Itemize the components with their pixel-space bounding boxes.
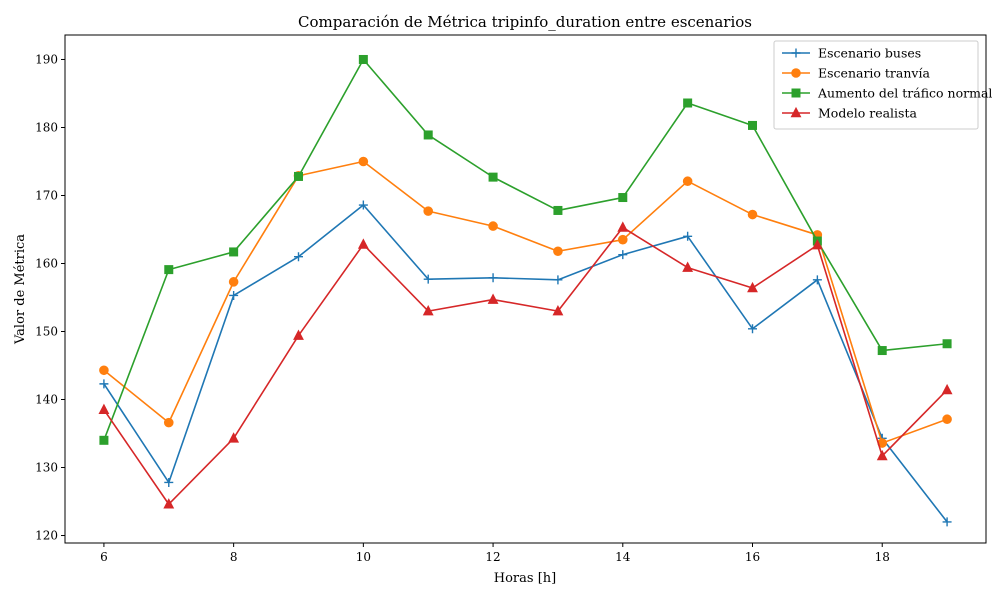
data-point — [164, 477, 174, 487]
legend-item: Escenario buses — [782, 46, 921, 61]
data-point — [942, 414, 952, 425]
legend-label: Aumento del tráfico normal — [817, 86, 992, 101]
y-axis-label: Valor de Métrica — [13, 234, 28, 345]
data-point — [488, 273, 498, 283]
data-point — [293, 329, 304, 340]
data-point — [876, 449, 888, 461]
data-point — [877, 346, 887, 356]
legend-marker — [791, 48, 801, 58]
data-point — [553, 275, 563, 285]
data-point — [423, 130, 433, 140]
series-4 — [98, 221, 953, 509]
data-point — [293, 252, 303, 262]
data-point — [747, 281, 758, 293]
x-tick-label: 14 — [615, 550, 631, 564]
data-point — [618, 193, 628, 203]
data-point — [748, 324, 758, 334]
data-point — [229, 247, 239, 257]
data-point — [811, 239, 823, 250]
data-point — [358, 200, 368, 210]
chart-title: Comparación de Métrica tripinfo_duration… — [298, 13, 752, 31]
data-point — [747, 209, 758, 220]
data-point — [682, 176, 693, 187]
y-tick-label: 120 — [35, 529, 58, 543]
data-point — [552, 305, 564, 316]
y-tick-label: 150 — [35, 325, 58, 339]
series-line — [103, 58, 948, 441]
series-3 — [99, 54, 952, 445]
y-tick-label: 160 — [35, 256, 58, 270]
x-tick-label: 10 — [356, 550, 371, 564]
x-tick-label: 12 — [485, 550, 500, 564]
data-point — [683, 98, 693, 108]
data-point — [163, 498, 175, 509]
data-point — [748, 120, 758, 130]
data-point — [683, 231, 693, 241]
data-point — [617, 234, 628, 245]
data-point — [422, 305, 434, 316]
data-point — [682, 261, 694, 272]
legend-marker — [790, 106, 802, 118]
data-point — [99, 379, 109, 389]
y-tick-label: 170 — [35, 188, 58, 202]
x-tick-label: 18 — [875, 550, 890, 564]
legend-marker — [791, 68, 801, 78]
legend-item: Aumento del tráfico normal — [782, 86, 992, 101]
data-point — [229, 290, 239, 300]
data-point — [553, 246, 563, 257]
data-point — [423, 206, 434, 216]
y-tick-label: 140 — [35, 393, 58, 407]
y-tick-label: 130 — [35, 461, 58, 475]
data-point — [358, 54, 368, 64]
legend-box — [773, 40, 979, 130]
legend-marker — [791, 88, 801, 98]
data-point — [487, 293, 499, 304]
data-point — [617, 221, 629, 232]
data-point — [941, 383, 953, 395]
x-tick-label: 6 — [100, 550, 108, 564]
y-tick-label: 180 — [35, 120, 58, 134]
data-point — [228, 432, 240, 443]
data-point — [357, 238, 369, 249]
x-tick-label: 16 — [745, 550, 760, 564]
legend-item: Modelo realista — [782, 106, 917, 121]
plot-frame — [64, 34, 987, 544]
data-point — [228, 277, 239, 287]
data-point — [942, 339, 952, 349]
data-point — [358, 156, 369, 167]
data-point — [99, 365, 109, 376]
data-point — [812, 275, 822, 285]
legend: Escenario buses Escenario tranvía Aumento … — [773, 40, 992, 130]
legend-label: Escenario tranvía — [818, 66, 930, 81]
data-point — [488, 172, 498, 182]
legend-label: Escenario buses — [818, 46, 921, 61]
plot-area: 6 8 10 12 14 16 18 120 130 140 150 160 170 180 190 — [35, 34, 987, 564]
x-tick-label: 8 — [230, 550, 238, 564]
data-point — [293, 171, 303, 181]
data-point — [98, 403, 110, 415]
legend-item: Escenario tranvía — [782, 66, 930, 81]
data-point — [618, 250, 628, 260]
data-point — [942, 517, 952, 527]
series-line — [103, 226, 948, 506]
data-point — [553, 205, 563, 215]
data-point — [488, 221, 498, 231]
data-point — [163, 417, 174, 428]
data-point — [164, 265, 174, 275]
series-line — [103, 160, 948, 444]
legend-label: Modelo realista — [818, 106, 917, 121]
series-line — [103, 204, 948, 523]
x-axis-label: Horas [h] — [494, 571, 556, 586]
data-point — [423, 274, 433, 284]
y-tick-label: 190 — [35, 52, 58, 66]
data-point — [99, 435, 109, 445]
